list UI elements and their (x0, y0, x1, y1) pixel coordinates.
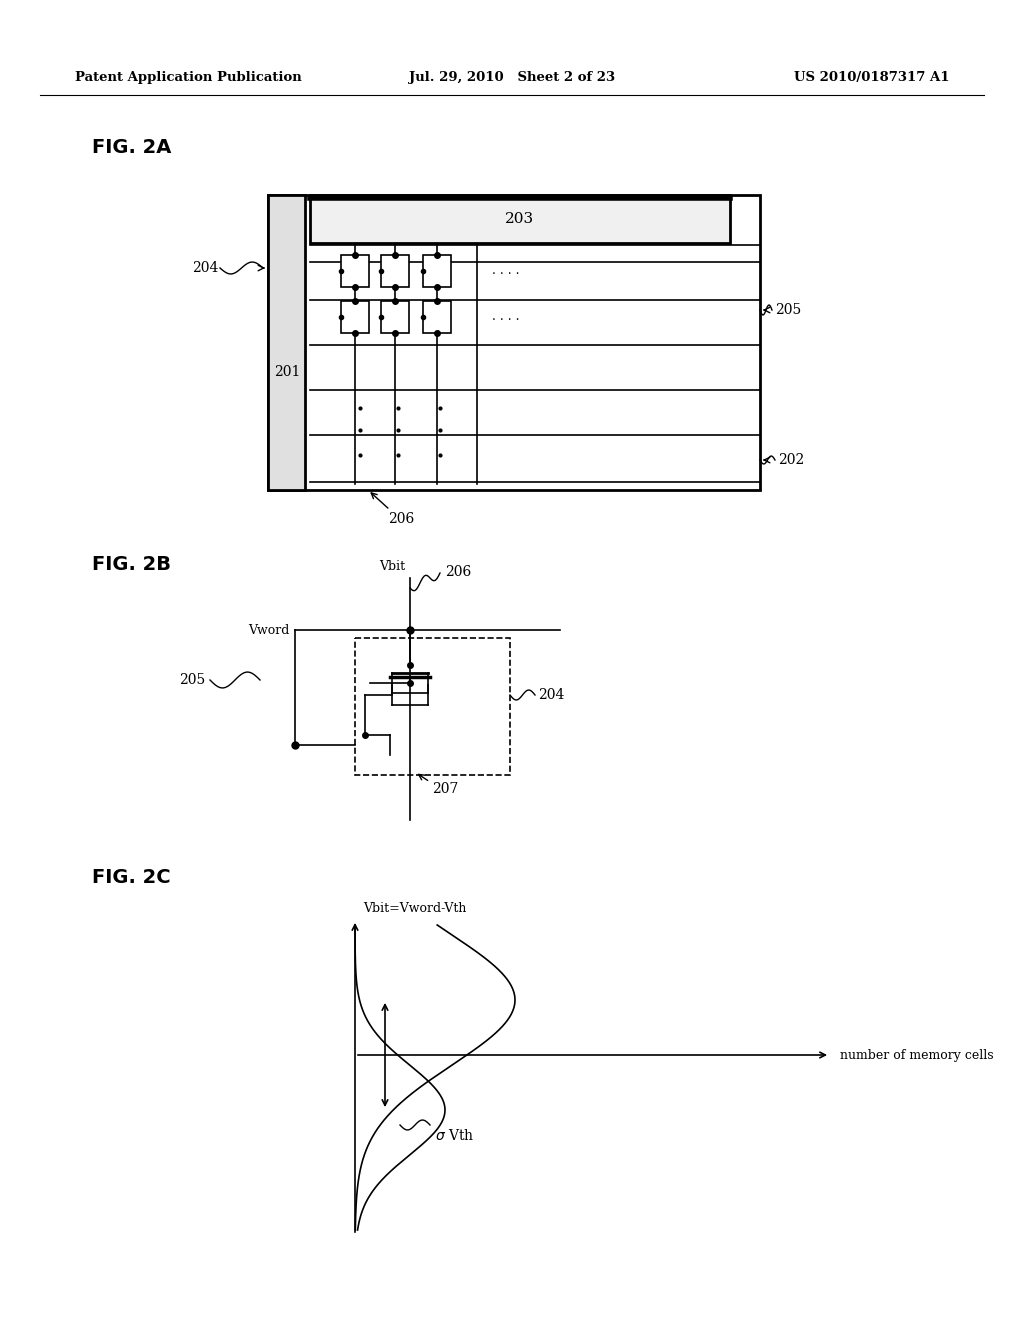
Text: $\sigma$ Vth: $\sigma$ Vth (435, 1129, 474, 1143)
Text: Vbit: Vbit (379, 560, 406, 573)
Text: 205: 205 (775, 304, 801, 317)
Text: . . . .: . . . . (492, 310, 519, 323)
Bar (268, 195, 760, 490)
Text: Vbit=Vword-Vth: Vbit=Vword-Vth (362, 902, 466, 915)
Text: number of memory cells: number of memory cells (840, 1048, 993, 1061)
Text: US 2010/0187317 A1: US 2010/0187317 A1 (795, 71, 950, 84)
Text: 207: 207 (432, 781, 459, 796)
Text: 205: 205 (179, 673, 205, 686)
Text: FIG. 2C: FIG. 2C (92, 869, 171, 887)
Bar (381, 255, 409, 286)
Text: 203: 203 (506, 213, 535, 226)
Text: FIG. 2A: FIG. 2A (92, 139, 171, 157)
Text: 202: 202 (778, 453, 804, 467)
Text: FIG. 2B: FIG. 2B (92, 554, 171, 574)
Bar (268, 195, 305, 490)
Bar (423, 255, 451, 286)
Text: . . . .: . . . . (492, 264, 519, 277)
Text: Vword: Vword (249, 623, 290, 636)
Text: 206: 206 (445, 565, 471, 579)
Text: 206: 206 (388, 512, 415, 525)
Bar (423, 301, 451, 333)
Bar (341, 255, 369, 286)
Text: 201: 201 (273, 366, 300, 379)
Text: 204: 204 (191, 261, 218, 275)
Text: Jul. 29, 2010   Sheet 2 of 23: Jul. 29, 2010 Sheet 2 of 23 (409, 71, 615, 84)
Bar (310, 195, 730, 243)
Bar (355, 638, 510, 775)
Bar (381, 301, 409, 333)
Text: Patent Application Publication: Patent Application Publication (75, 71, 302, 84)
Bar (341, 301, 369, 333)
Text: 204: 204 (538, 688, 564, 702)
